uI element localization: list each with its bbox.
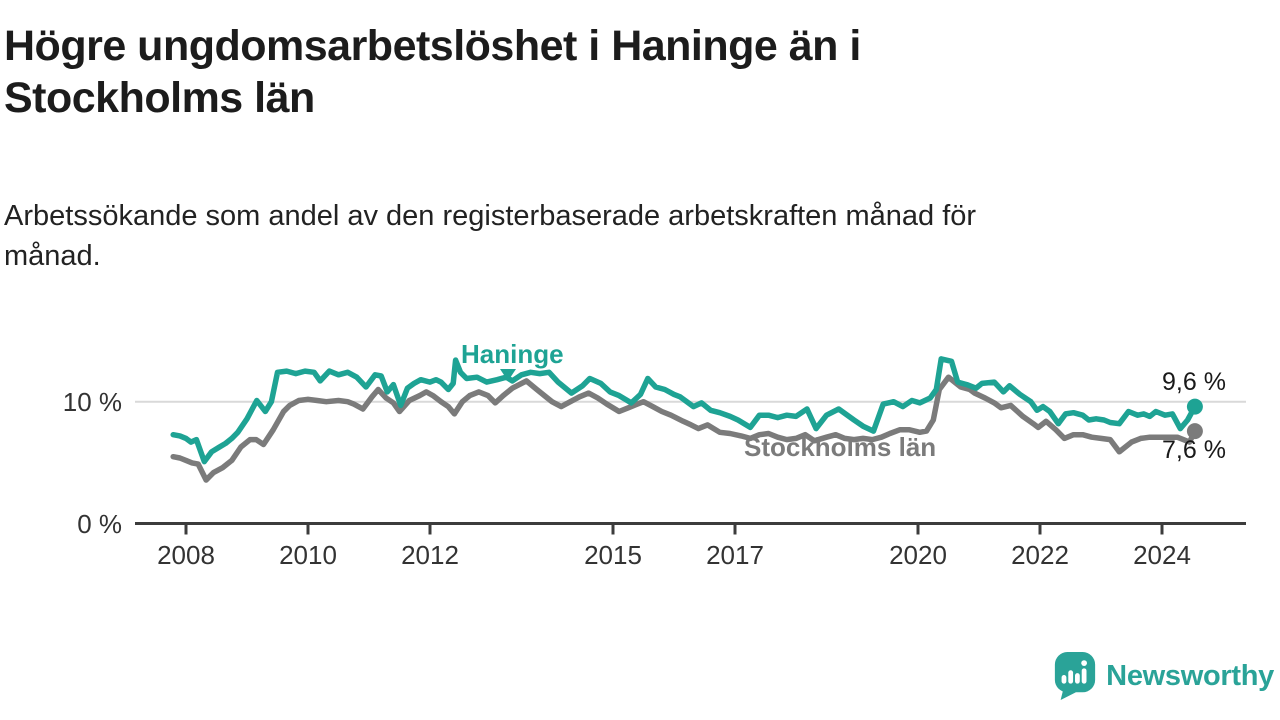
newsworthy-speech-bubble-icon bbox=[1055, 652, 1096, 700]
series-line-haninge bbox=[170, 356, 1198, 465]
x-axis-tick-label: 2017 bbox=[706, 540, 764, 570]
end-value-label-haninge: 9,6 % bbox=[1162, 368, 1226, 396]
x-axis-tick-label: 2020 bbox=[889, 540, 947, 570]
y-axis-tick-label: 10 % bbox=[62, 386, 122, 417]
latest-value-dot-haninge bbox=[1186, 398, 1203, 415]
end-value-label-stockholms-lan: 7,6 % bbox=[1162, 436, 1226, 464]
newsworthy-wordmark: Newsworthy bbox=[1106, 659, 1274, 692]
latest-value-dot-stockholms-lan bbox=[1186, 423, 1203, 440]
x-axis-tick-label: 2010 bbox=[279, 540, 337, 570]
x-axis-tick-label: 2022 bbox=[1011, 540, 1069, 570]
y-axis-tick-label: 0 % bbox=[77, 509, 122, 539]
newsworthy-logo: Newsworthy bbox=[1052, 650, 1274, 702]
x-axis-tick-label: 2024 bbox=[1133, 540, 1191, 570]
series-label-haninge: Haninge bbox=[461, 339, 564, 369]
series-line-stockholms-lan bbox=[170, 374, 1198, 483]
series-label-stockholms-lan: Stockholms län bbox=[744, 432, 937, 462]
x-axis-tick-label: 2015 bbox=[584, 540, 642, 570]
x-axis-tick-label: 2008 bbox=[157, 540, 215, 570]
haninge-label-arrow-icon bbox=[500, 369, 516, 381]
page-title: Högre ungdomsarbetslöshet i Haninge än i… bbox=[4, 22, 861, 123]
chart-subtitle: Arbetssökande som andel av den registerb… bbox=[4, 200, 977, 273]
x-axis-tick-label: 2012 bbox=[401, 540, 459, 570]
